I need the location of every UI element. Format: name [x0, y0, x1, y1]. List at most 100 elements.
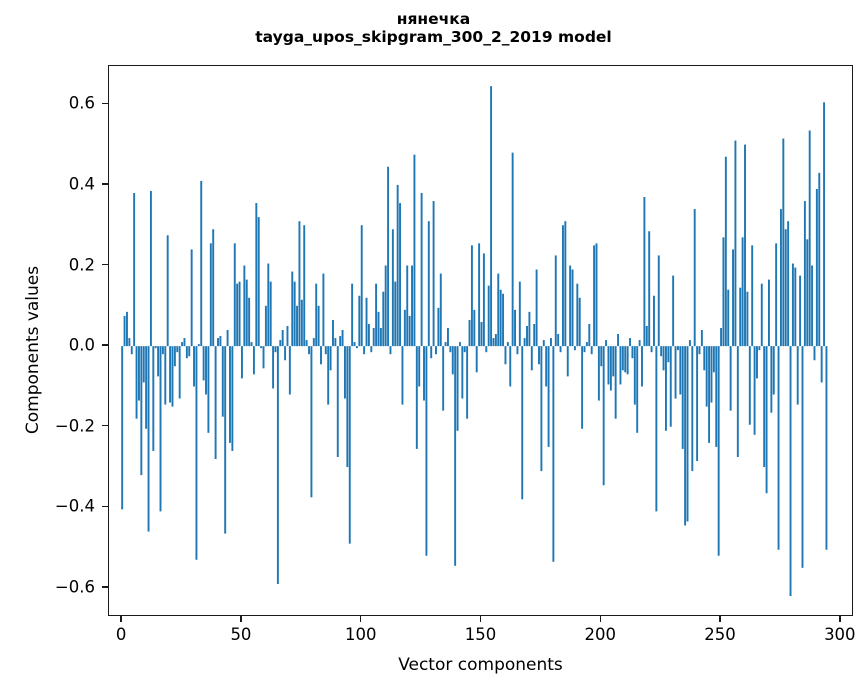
bar	[490, 86, 493, 347]
bar	[382, 291, 385, 347]
bar	[655, 346, 658, 512]
bar	[145, 346, 148, 429]
bar	[590, 346, 593, 355]
bar	[327, 346, 330, 405]
bar	[715, 346, 718, 447]
bar	[212, 229, 215, 347]
bar	[605, 340, 608, 347]
bar	[542, 340, 545, 347]
bar	[408, 315, 411, 347]
bar	[736, 346, 739, 457]
bar	[310, 346, 313, 498]
bar	[811, 265, 814, 347]
bar	[528, 311, 531, 347]
bar	[221, 346, 224, 417]
bar	[638, 340, 641, 347]
bar	[154, 346, 157, 349]
y-tick-mark	[102, 586, 108, 588]
bar	[389, 346, 392, 355]
bar	[252, 346, 255, 375]
bar	[739, 287, 742, 347]
bar	[672, 275, 675, 347]
bar	[202, 346, 205, 381]
y-tick-label: −0.2	[54, 416, 95, 436]
bar	[123, 315, 126, 347]
bar	[437, 307, 440, 347]
bar	[480, 321, 483, 347]
bar	[641, 346, 643, 387]
bar	[526, 325, 528, 347]
bar	[581, 346, 584, 429]
bar	[789, 346, 792, 597]
bar	[772, 346, 775, 395]
bar-series-canvas	[121, 86, 828, 597]
bar	[427, 221, 430, 347]
bar	[449, 346, 452, 353]
y-tick-mark	[102, 425, 108, 427]
y-tick-label: 0.6	[68, 93, 95, 113]
bar	[332, 319, 334, 347]
x-tick-label: 150	[464, 625, 497, 644]
bar	[775, 243, 778, 347]
bar	[415, 346, 418, 449]
bar	[779, 209, 782, 347]
bar	[372, 328, 375, 347]
bar	[823, 102, 826, 347]
x-tick-mark	[120, 616, 122, 622]
x-tick-label: 300	[824, 625, 856, 644]
bar	[250, 342, 253, 347]
bar	[633, 346, 636, 405]
bar	[276, 346, 279, 584]
bar	[717, 346, 720, 556]
bar	[166, 235, 169, 347]
bar	[394, 281, 397, 347]
bar	[583, 346, 586, 353]
bar	[444, 342, 447, 347]
bar	[593, 245, 596, 347]
bar	[693, 209, 696, 347]
plot-area	[108, 65, 853, 616]
bar	[461, 346, 464, 399]
bar	[176, 346, 179, 353]
bar	[142, 346, 145, 383]
y-tick-mark	[102, 263, 108, 266]
bar	[643, 197, 646, 347]
bar	[355, 346, 358, 349]
bar	[760, 283, 763, 347]
bar	[573, 346, 576, 351]
x-tick-mark	[360, 616, 362, 622]
bar	[557, 334, 560, 347]
bar	[248, 297, 251, 347]
bar	[169, 346, 172, 403]
bar	[686, 346, 689, 522]
y-tick-mark	[102, 102, 108, 104]
bar	[173, 346, 176, 367]
bar	[262, 346, 265, 369]
bar	[439, 273, 442, 347]
bar	[765, 346, 768, 494]
y-tick-label: 0.0	[68, 335, 95, 355]
bar	[619, 346, 622, 385]
bar	[300, 299, 303, 347]
bar	[499, 289, 502, 347]
bar	[353, 342, 356, 347]
bar	[533, 323, 536, 347]
bar	[149, 190, 152, 347]
bar	[576, 283, 579, 347]
bar	[303, 225, 306, 347]
bar	[195, 346, 198, 560]
bar	[121, 346, 124, 510]
bar	[700, 330, 703, 347]
bar	[375, 283, 378, 347]
bar	[279, 340, 282, 347]
bar	[367, 323, 370, 347]
bar	[516, 346, 519, 355]
bar	[413, 154, 416, 347]
bar	[657, 255, 660, 347]
bar	[430, 346, 433, 359]
x-tick-mark	[839, 616, 841, 622]
bar	[653, 295, 655, 347]
bar	[219, 336, 222, 347]
bar	[571, 269, 574, 347]
bar	[631, 346, 634, 359]
